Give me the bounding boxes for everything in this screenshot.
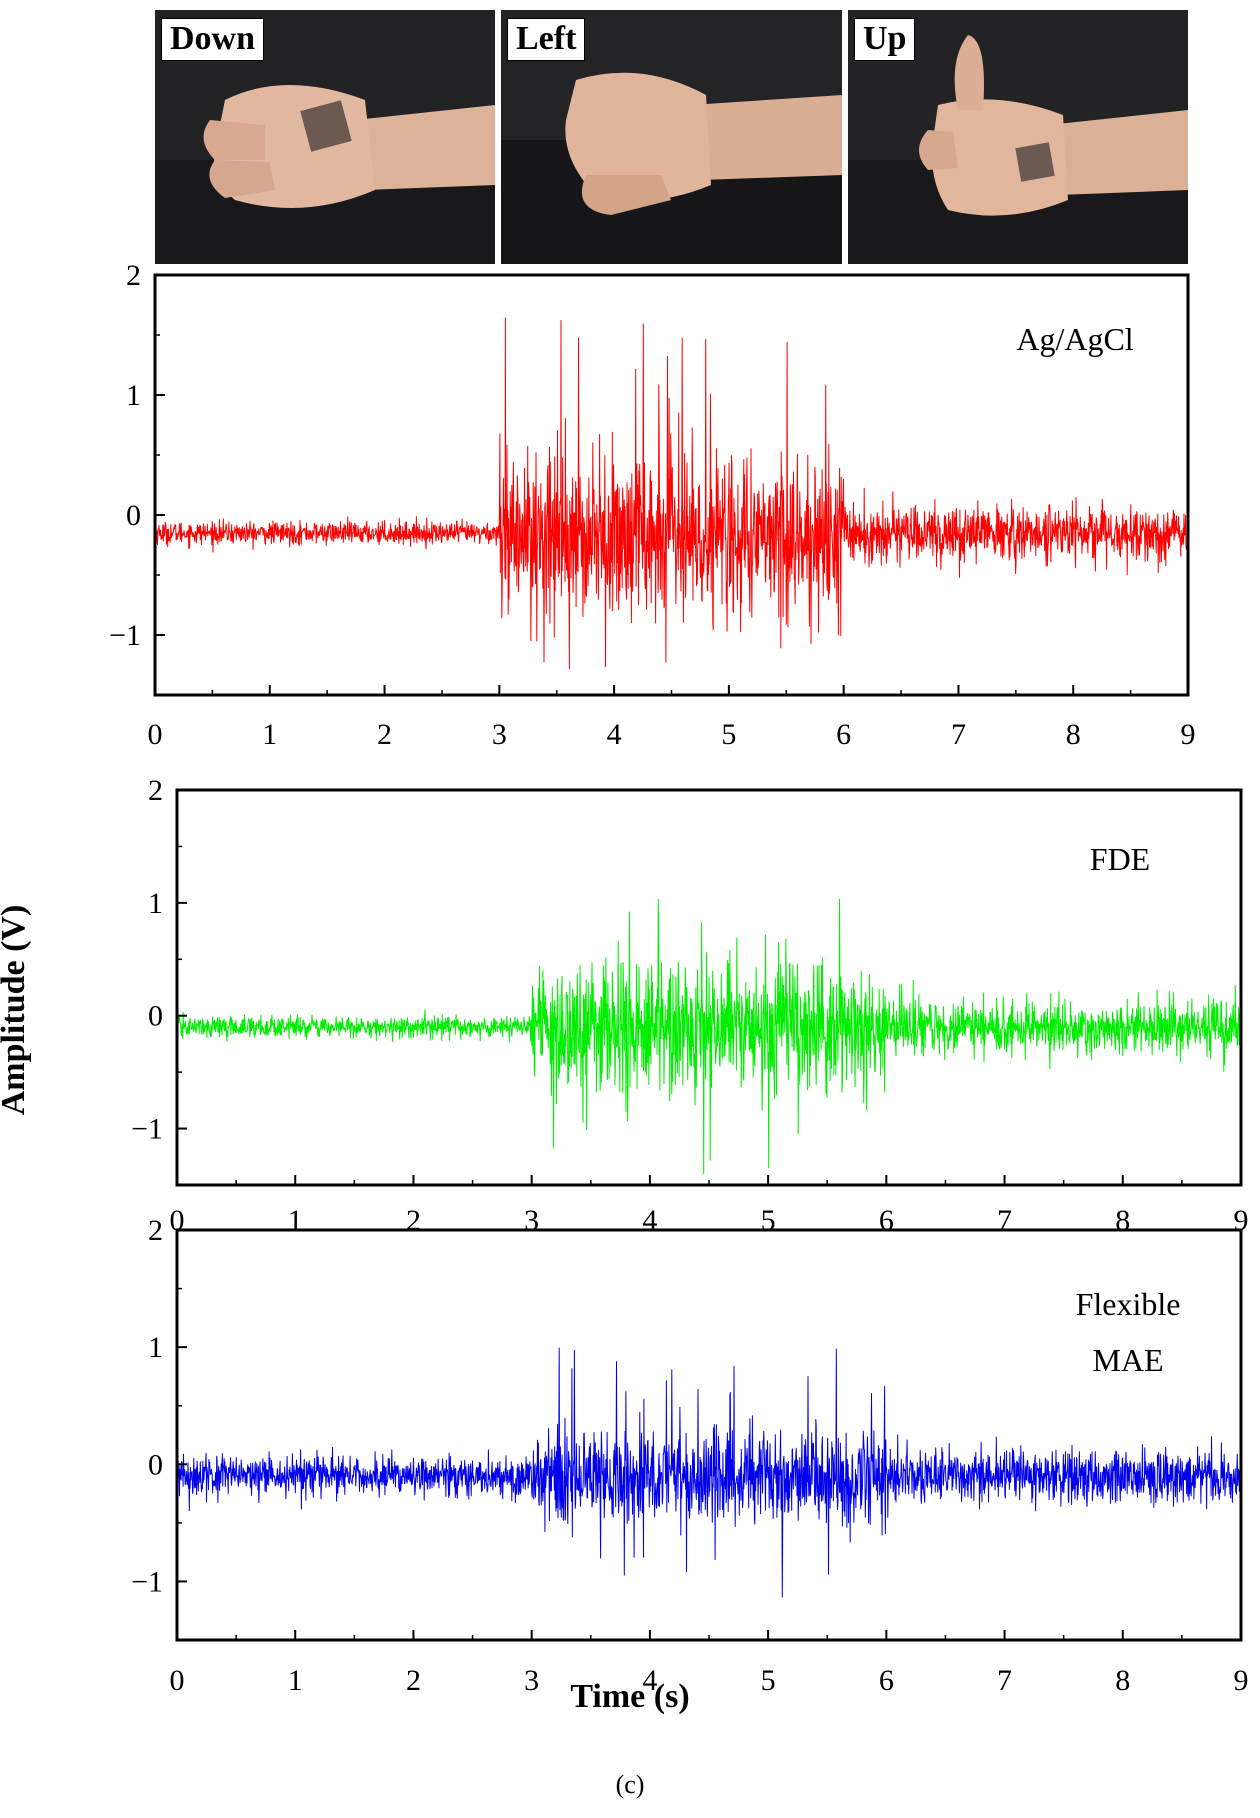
x-tick-label-1: 1 [288, 1664, 303, 1697]
photo-left: Left [501, 10, 842, 264]
x-tick-label-7: 7 [997, 1204, 1012, 1237]
photo-up: Up [848, 10, 1188, 264]
x-tick-label-4: 4 [642, 1664, 657, 1697]
y-tick-label-0: 0 [148, 1448, 163, 1481]
signal-trace-2 [177, 898, 1241, 1175]
signal-trace-1 [155, 317, 1188, 670]
x-tick-label-0: 0 [170, 1664, 185, 1697]
x-tick-label-5: 5 [721, 718, 736, 751]
signal-trace-3 [177, 1347, 1241, 1598]
chart-panel-1: 0 1 2 3 4 5 6 7 8 9 −1 0 1 2 Ag/AgCl [109, 259, 1195, 751]
x-tick-label-4: 4 [642, 1204, 657, 1237]
chart-panel-3: 0 1 2 3 4 5 6 7 8 9 −1 0 1 2 Flexible MAE [131, 1214, 1248, 1697]
y-tick-label-2: 2 [148, 774, 163, 807]
figure-caption: (c) [615, 1770, 645, 1799]
y-tick-label-0: 0 [148, 1000, 163, 1033]
x-tick-label-7: 7 [997, 1664, 1012, 1697]
x-tick-label-7: 7 [951, 718, 966, 751]
y-tick-label-1: 1 [126, 379, 141, 412]
x-tick-label-9: 9 [1234, 1664, 1249, 1697]
x-tick-label-3: 3 [492, 718, 507, 751]
hand-left-image [501, 10, 842, 264]
y-tick-label-2: 2 [148, 1214, 163, 1247]
y-tick-label-2: 2 [126, 259, 141, 292]
x-tick-label-8: 8 [1115, 1204, 1130, 1237]
y-axis-label: Amplitude (V) [0, 904, 32, 1116]
x-tick-label-5: 5 [761, 1204, 776, 1237]
x-axis-label: Time (s) [570, 1678, 690, 1715]
x-tick-label-2: 2 [406, 1664, 421, 1697]
y-tick-label-1: 1 [148, 887, 163, 920]
x-tick-label-3: 3 [524, 1204, 539, 1237]
x-tick-label-6: 6 [836, 718, 851, 751]
x-tick-label-2: 2 [406, 1204, 421, 1237]
x-tick-label-4: 4 [607, 718, 622, 751]
x-tick-label-2: 2 [377, 718, 392, 751]
x-tick-label-5: 5 [761, 1664, 776, 1697]
series-annotation-2: FDE [1090, 841, 1150, 877]
photo-label-up: Up [854, 18, 916, 61]
photo-down: Down [155, 10, 495, 264]
y-tick-label--1: −1 [131, 1113, 163, 1146]
x-tick-label-0: 0 [148, 718, 163, 751]
x-tick-label-3: 3 [524, 1664, 539, 1697]
y-tick-label-0: 0 [126, 499, 141, 532]
x-tick-label-6: 6 [879, 1664, 894, 1697]
y-tick-label-1: 1 [148, 1331, 163, 1364]
x-tick-label-8: 8 [1066, 718, 1081, 751]
x-tick-label-1: 1 [288, 1204, 303, 1237]
x-tick-label-6: 6 [879, 1204, 894, 1237]
series-annotation-1: Ag/AgCl [1016, 321, 1133, 357]
x-tick-label-9: 9 [1181, 718, 1196, 751]
y-tick-label--1: −1 [109, 619, 141, 652]
photo-label-left: Left [507, 18, 586, 61]
x-tick-label-1: 1 [262, 718, 277, 751]
y-tick-label--1: −1 [131, 1565, 163, 1598]
x-tick-label-8: 8 [1115, 1664, 1130, 1697]
photo-label-down: Down [161, 18, 265, 61]
series-annotation-3: Flexible [1076, 1286, 1181, 1322]
series-annotation-3: MAE [1092, 1342, 1163, 1378]
